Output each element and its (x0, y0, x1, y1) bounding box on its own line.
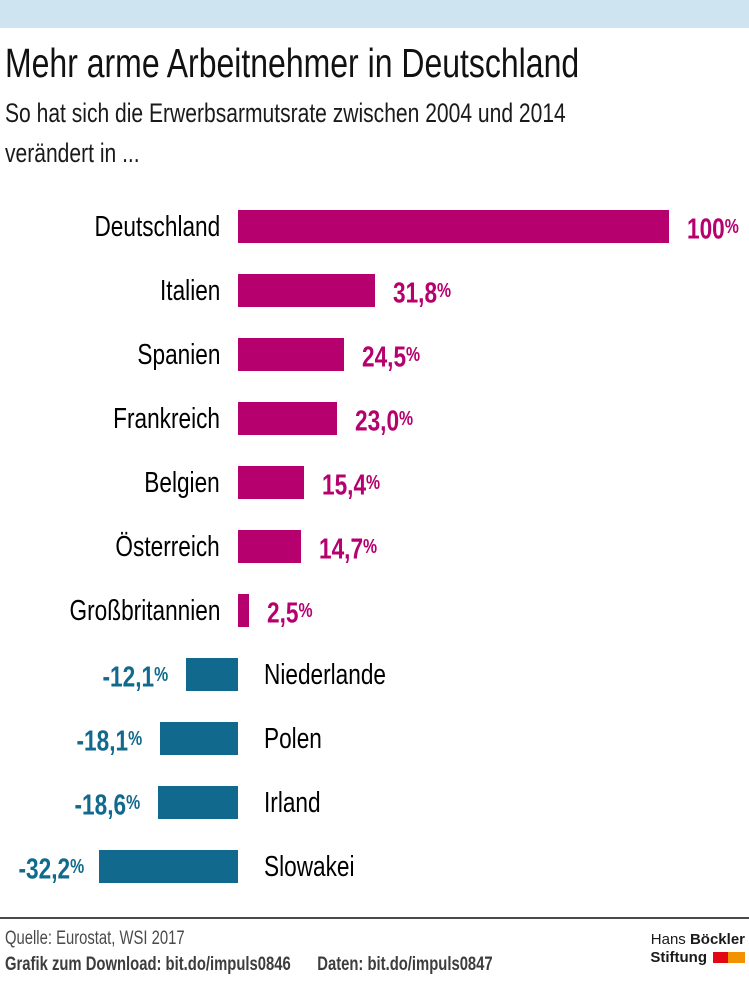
value-label-polen: -18,1% (76, 725, 142, 758)
percent-sign: % (70, 856, 85, 878)
value-label-grossbritannien: 2,5% (266, 597, 313, 630)
category-label-belgien: Belgien (144, 467, 220, 499)
bar-frankreich (238, 402, 338, 435)
category-label-polen: Polen (264, 723, 322, 755)
percent-sign: % (366, 472, 381, 494)
source-text: Quelle: Eurostat, WSI 2017 (5, 928, 185, 949)
footer-divider (0, 917, 749, 919)
page-title: Mehr arme Arbeitnehmer in Deutschland (5, 40, 580, 86)
percent-sign: % (298, 600, 313, 622)
logo-red-block-icon (713, 952, 728, 963)
subtitle-line-1: So hat sich die Erwerbsarmutsrate zwisch… (5, 98, 566, 128)
bar-polen (159, 722, 238, 755)
category-label-frankreich: Frankreich (113, 403, 220, 435)
logo-line-1: Hans Böckler (650, 931, 745, 948)
category-label-irland: Irland (264, 787, 321, 819)
category-label-slowakei: Slowakei (264, 851, 355, 883)
percent-sign: % (363, 536, 378, 558)
percent-sign: % (724, 216, 739, 238)
bar-italien (238, 274, 376, 307)
bar-belgien (238, 466, 305, 499)
category-label-osterreich: Österreich (115, 531, 220, 563)
logo-line-2: Stiftung (650, 949, 745, 968)
percent-sign: % (399, 408, 414, 430)
bar-slowakei (99, 850, 238, 883)
percent-sign: % (437, 280, 452, 302)
hans-boeckler-stiftung-logo: Hans Böckler Stiftung (650, 931, 745, 968)
percent-sign: % (153, 664, 168, 686)
bar-irland (157, 786, 238, 819)
category-label-niederlande: Niederlande (264, 659, 386, 691)
data-link-text: Daten: bit.do/impuls0847 (317, 954, 493, 975)
top-accent-bar (0, 0, 749, 28)
logo-color-blocks (713, 950, 745, 968)
percent-sign: % (127, 728, 142, 750)
bar-spanien (238, 338, 344, 371)
percent-sign: % (405, 344, 420, 366)
subtitle-line-2: verändert in ... (5, 138, 140, 168)
logo-orange-block-icon (728, 952, 745, 963)
bar-deutschland (238, 210, 669, 243)
value-label-osterreich: 14,7% (319, 533, 378, 566)
category-label-grossbritannien: Großbritannien (69, 595, 220, 627)
value-label-belgien: 15,4% (322, 469, 381, 502)
value-label-italien: 31,8% (393, 277, 452, 310)
value-label-frankreich: 23,0% (355, 405, 414, 438)
category-label-spanien: Spanien (136, 339, 220, 371)
bar-osterreich (238, 530, 302, 563)
category-label-italien: Italien (159, 275, 220, 307)
value-label-deutschland: 100% (687, 213, 739, 246)
value-label-niederlande: -12,1% (102, 661, 168, 694)
value-label-slowakei: -32,2% (18, 853, 85, 886)
value-label-spanien: 24,5% (361, 341, 420, 374)
bar-niederlande (185, 658, 238, 691)
download-link-text: Grafik zum Download: bit.do/impuls0846 (5, 954, 291, 975)
category-label-deutschland: Deutschland (94, 211, 220, 243)
percent-sign: % (125, 792, 140, 814)
bar-grossbritannien (238, 594, 249, 627)
value-label-irland: -18,6% (74, 789, 140, 822)
download-links-text: Grafik zum Download: bit.do/impuls0846 Da… (5, 954, 630, 976)
